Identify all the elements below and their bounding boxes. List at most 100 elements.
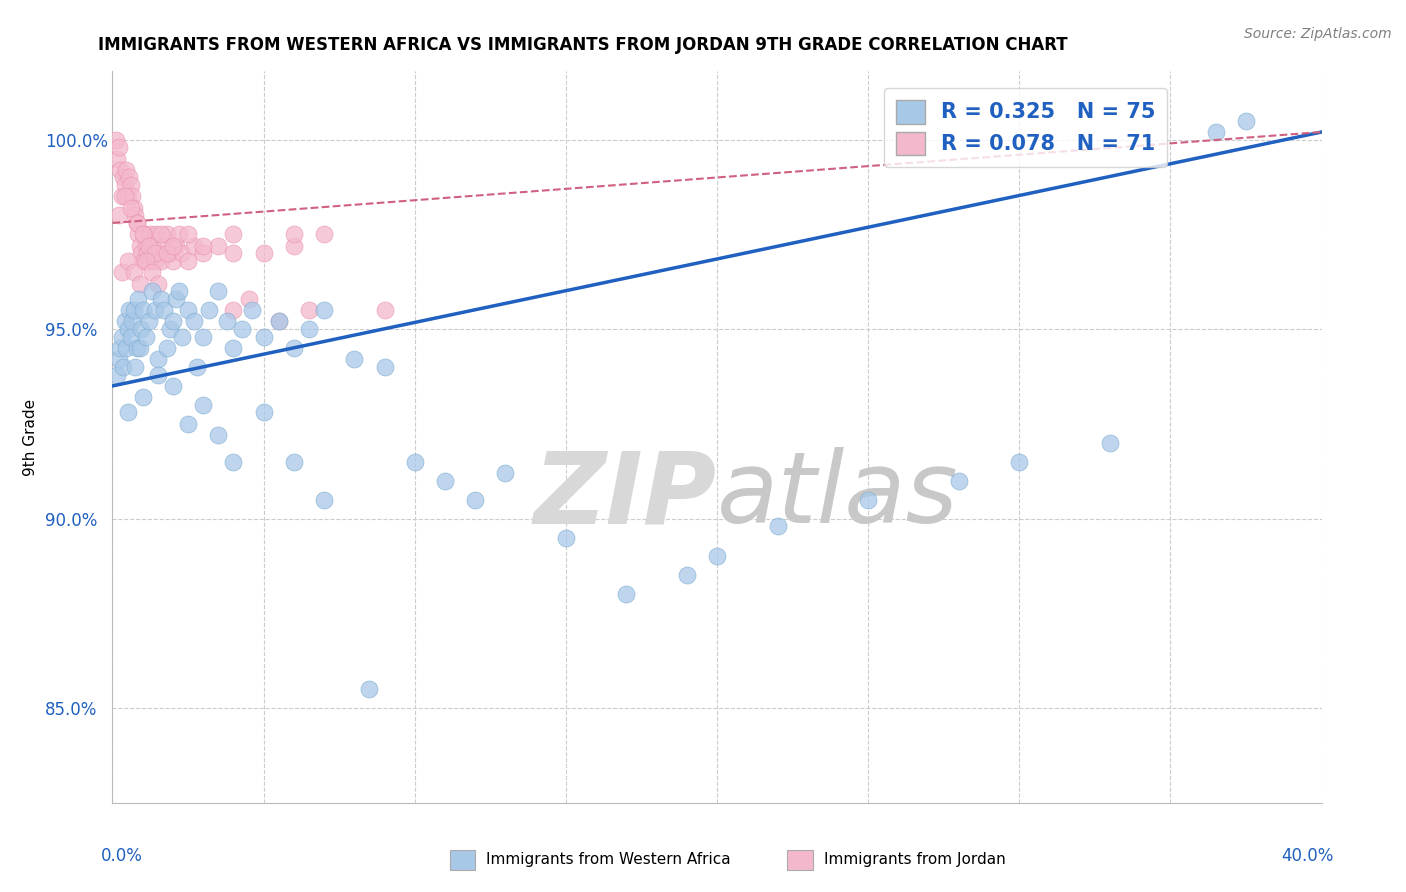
Point: [135, 253, 157, 268]
Point: [112, 359, 135, 374]
Point: [107, 208, 129, 222]
Point: [404, 455, 426, 469]
Point: [135, 238, 157, 252]
Point: [125, 216, 148, 230]
Point: [115, 162, 138, 177]
Point: [149, 292, 172, 306]
Text: 40.0%: 40.0%: [1281, 847, 1334, 864]
Text: ZIP: ZIP: [534, 447, 717, 544]
Point: [156, 341, 179, 355]
Point: [374, 303, 396, 318]
Point: [132, 303, 155, 318]
Point: [141, 238, 163, 252]
Point: [191, 238, 215, 252]
Point: [128, 341, 150, 355]
Point: [121, 189, 143, 203]
Point: [125, 341, 148, 355]
Point: [464, 492, 486, 507]
Point: [146, 352, 169, 367]
Point: [167, 227, 190, 242]
Text: 0.0%: 0.0%: [100, 847, 142, 864]
Point: [706, 549, 728, 564]
Point: [191, 398, 215, 412]
Point: [104, 132, 127, 146]
Point: [858, 492, 880, 507]
Point: [222, 246, 245, 260]
Point: [120, 201, 142, 215]
Text: Immigrants from Jordan: Immigrants from Jordan: [824, 853, 1005, 867]
Point: [766, 519, 789, 533]
Point: [112, 170, 135, 185]
Point: [222, 455, 245, 469]
Point: [948, 474, 970, 488]
Point: [122, 265, 145, 279]
Point: [128, 238, 150, 252]
Point: [616, 587, 638, 601]
Point: [177, 303, 200, 318]
Point: [162, 253, 184, 268]
Point: [343, 352, 366, 367]
Point: [183, 238, 205, 252]
Point: [253, 329, 276, 343]
Point: [298, 322, 321, 336]
Point: [191, 329, 215, 343]
Point: [156, 227, 179, 242]
Point: [105, 368, 128, 382]
Point: [117, 322, 139, 336]
Point: [118, 303, 141, 318]
Point: [253, 246, 276, 260]
Point: [554, 531, 576, 545]
Point: [153, 238, 176, 252]
Point: [138, 238, 160, 252]
Point: [146, 246, 169, 260]
Point: [107, 140, 129, 154]
Point: [132, 253, 155, 268]
Point: [114, 178, 136, 192]
Point: [177, 253, 200, 268]
Point: [298, 303, 321, 318]
Point: [134, 227, 156, 242]
Point: [124, 208, 146, 222]
Point: [146, 277, 169, 291]
Legend: R = 0.325   N = 75, R = 0.078   N = 71: R = 0.325 N = 75, R = 0.078 N = 71: [884, 88, 1167, 167]
Point: [110, 189, 132, 203]
Point: [145, 227, 167, 242]
Point: [122, 303, 145, 318]
Point: [122, 201, 145, 215]
Point: [121, 314, 143, 328]
Point: [114, 314, 136, 328]
Point: [1099, 435, 1122, 450]
Point: [222, 227, 245, 242]
Point: [283, 341, 305, 355]
Point: [110, 265, 132, 279]
Point: [153, 303, 176, 318]
Point: [167, 284, 190, 298]
Point: [149, 253, 172, 268]
Point: [143, 303, 166, 318]
Text: Immigrants from Western Africa: Immigrants from Western Africa: [486, 853, 731, 867]
Point: [1205, 125, 1227, 139]
Point: [207, 284, 229, 298]
Point: [238, 292, 260, 306]
Point: [156, 246, 179, 260]
Point: [120, 329, 142, 343]
Point: [170, 329, 193, 343]
Point: [359, 682, 381, 697]
Point: [141, 265, 163, 279]
Point: [139, 227, 162, 242]
Point: [114, 189, 136, 203]
Point: [170, 246, 193, 260]
Point: [132, 390, 155, 404]
Point: [143, 246, 166, 260]
Point: [1234, 113, 1257, 128]
Point: [141, 284, 163, 298]
Point: [138, 253, 160, 268]
Point: [222, 341, 245, 355]
Point: [108, 162, 131, 177]
Text: Source: ZipAtlas.com: Source: ZipAtlas.com: [1244, 27, 1392, 41]
Point: [117, 405, 139, 419]
Point: [136, 246, 159, 260]
Point: [108, 341, 131, 355]
Point: [253, 405, 276, 419]
Point: [110, 329, 132, 343]
